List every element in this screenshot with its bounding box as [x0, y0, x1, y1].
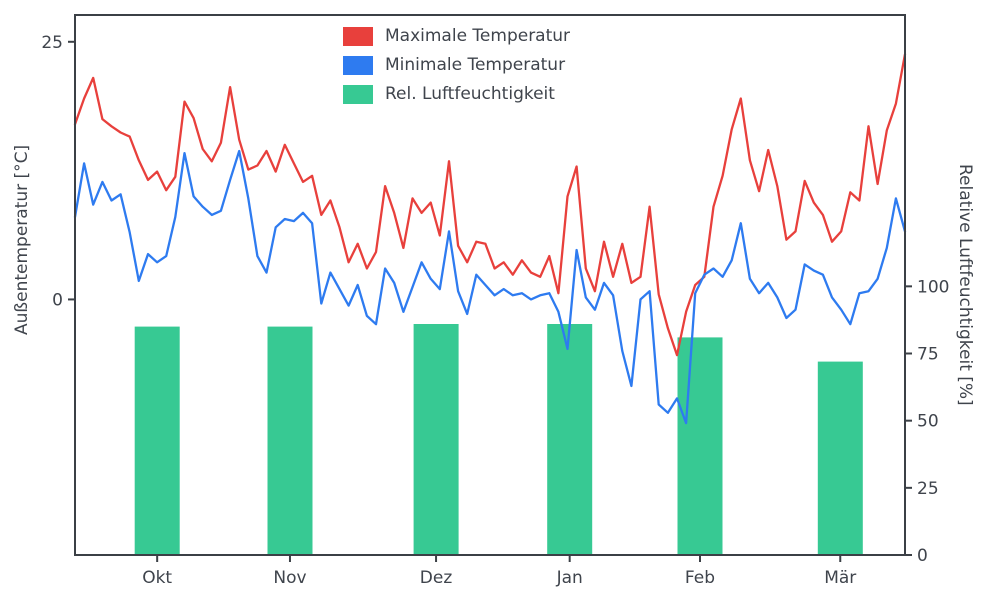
- humidity-bar: [547, 324, 593, 555]
- legend-item-max-temp: Maximale Temperatur: [343, 26, 570, 46]
- humidity-bar: [817, 361, 863, 555]
- right-tick-label: 100: [917, 277, 949, 297]
- min-temp-swatch-icon: [343, 55, 373, 75]
- right-tick-label: 25: [917, 479, 939, 499]
- max-temp-line: [73, 53, 907, 357]
- legend-label-humidity: Rel. Luftfeuchtigkeit: [385, 84, 555, 104]
- min-temp-line: [73, 149, 907, 425]
- legend-label-max-temp: Maximale Temperatur: [385, 26, 571, 46]
- x-tick-label: Nov: [273, 568, 306, 588]
- humidity-bar: [413, 324, 459, 555]
- axes: 0 25 0 25 50 75 100 Okt Nov Dez Jan Feb Mär: [41, 14, 949, 588]
- legend-label-min-temp: Minimale Temperatur: [385, 55, 566, 75]
- humidity-bar: [134, 326, 180, 555]
- right-tick-label: 75: [917, 345, 939, 365]
- humidity-bars: [134, 324, 863, 555]
- x-tick-label: Jan: [556, 568, 583, 588]
- left-tick-label: 25: [41, 33, 63, 53]
- left-tick-label: 0: [52, 290, 63, 310]
- axes-box: [74, 14, 906, 556]
- x-tick-label: Mär: [824, 568, 856, 588]
- legend: Maximale Temperatur Minimale Temperatur …: [343, 26, 570, 104]
- right-tick-label: 50: [917, 412, 939, 432]
- x-tick-label: Feb: [685, 568, 715, 588]
- right-axis-label: Relative Luftfeuchtigkeit [%]: [955, 164, 975, 406]
- temperature-lines: [73, 53, 907, 425]
- left-axis-label: Außentemperatur [°C]: [12, 144, 32, 336]
- x-tick-label: Dez: [420, 568, 453, 588]
- legend-item-humidity: Rel. Luftfeuchtigkeit: [343, 84, 570, 104]
- right-tick-label: 0: [917, 546, 928, 566]
- humidity-swatch-icon: [343, 84, 373, 104]
- max-temp-swatch-icon: [343, 26, 373, 46]
- humidity-bar: [677, 337, 723, 555]
- legend-item-min-temp: Minimale Temperatur: [343, 55, 570, 75]
- humidity-bar: [267, 326, 313, 555]
- x-tick-label: Okt: [142, 568, 172, 588]
